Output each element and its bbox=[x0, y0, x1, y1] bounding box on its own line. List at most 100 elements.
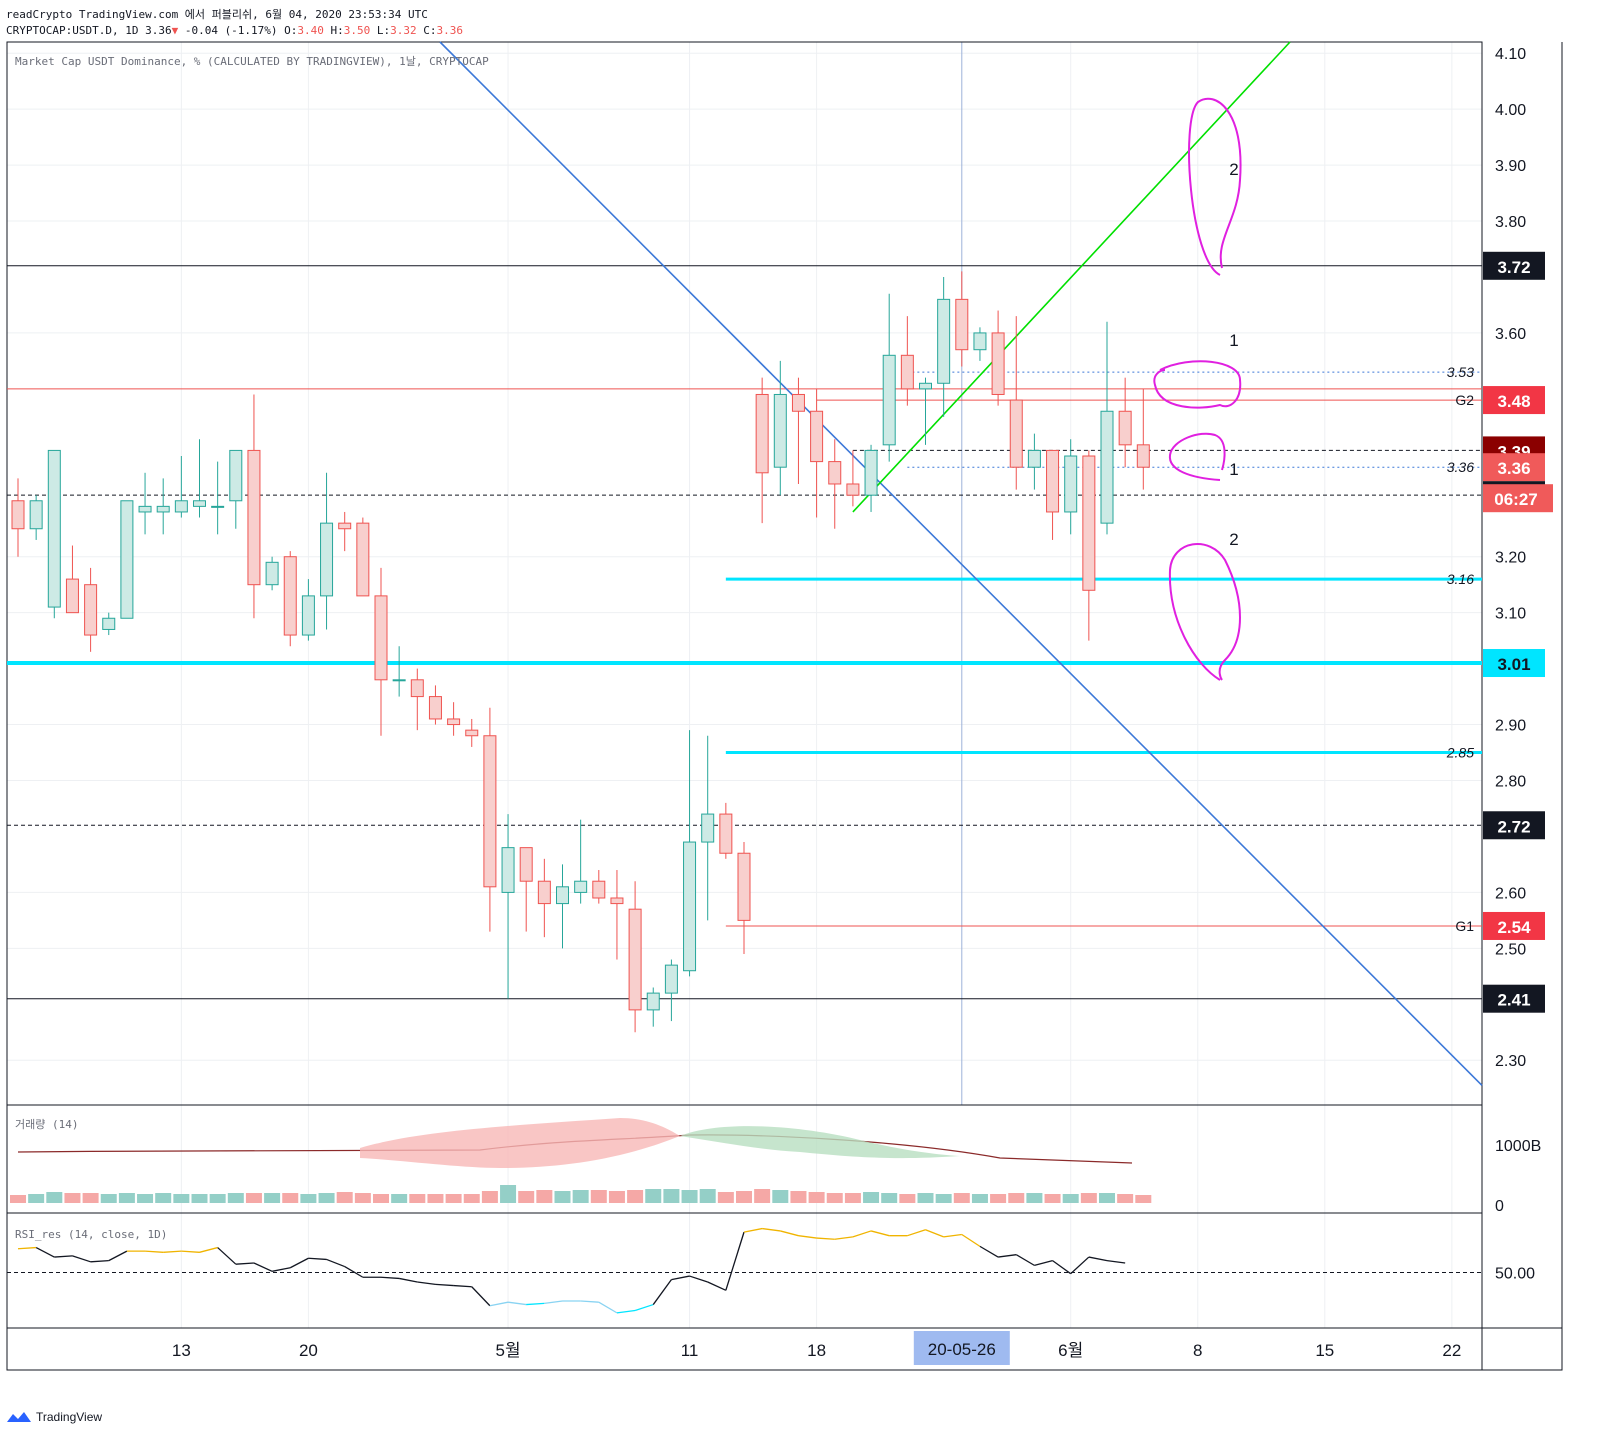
candle-body bbox=[301, 595, 315, 636]
time-tick-label: 18 bbox=[807, 1341, 826, 1360]
high-label: H: bbox=[330, 24, 344, 37]
candle-body bbox=[882, 354, 896, 446]
volume-bar bbox=[1117, 1194, 1134, 1203]
candle-body bbox=[265, 561, 279, 586]
volume-bar bbox=[500, 1185, 517, 1203]
symbol-label[interactable]: CRYPTOCAP:USDT.D, 1D bbox=[6, 24, 139, 37]
price-badge-label: 2.72 bbox=[1497, 817, 1530, 836]
time-tick-label: 22 bbox=[1442, 1341, 1461, 1360]
low-value: 3.32 bbox=[390, 24, 417, 37]
candle-body bbox=[193, 500, 206, 507]
volume-bar bbox=[282, 1193, 299, 1203]
volume-bar bbox=[463, 1194, 480, 1203]
volume-bar bbox=[590, 1190, 607, 1203]
candle-body bbox=[1100, 410, 1114, 524]
rsi-segment bbox=[616, 1309, 636, 1314]
volume-bar bbox=[245, 1193, 262, 1203]
candle-body bbox=[211, 505, 225, 508]
rsi-segment bbox=[181, 1250, 200, 1253]
rsi-segment bbox=[344, 1266, 364, 1278]
candle-body bbox=[174, 500, 188, 513]
volume-bar bbox=[1099, 1193, 1115, 1203]
rsi-segment bbox=[54, 1255, 73, 1258]
rsi-segment bbox=[90, 1259, 109, 1263]
price-change: -0.04 (-1.17%) bbox=[184, 24, 278, 37]
volume-bar bbox=[445, 1194, 462, 1203]
volume-bar bbox=[1062, 1194, 1079, 1203]
tradingview-logo[interactable]: TradingView bbox=[6, 1410, 102, 1424]
candle-body bbox=[483, 735, 497, 888]
price-badge bbox=[1483, 453, 1545, 482]
volume-bar bbox=[264, 1193, 281, 1203]
candle-body bbox=[283, 556, 297, 636]
volume-bar bbox=[754, 1189, 771, 1203]
volume-bar bbox=[318, 1193, 335, 1203]
time-tick-label: 6월 bbox=[1058, 1341, 1083, 1360]
price-axis[interactable]: 4.10 4.00 3.90 3.80 3.60 3.20 3.10 2.90 2.80 2.60… bbox=[1483, 46, 1553, 1070]
rsi-segment bbox=[108, 1250, 128, 1262]
candle-body bbox=[102, 617, 116, 630]
candle-body bbox=[29, 500, 43, 530]
candle-body bbox=[392, 679, 406, 682]
volume-bar bbox=[645, 1189, 662, 1203]
tradingview-icon bbox=[7, 1412, 31, 1422]
rsi-segment bbox=[1070, 1256, 1090, 1275]
price-badge bbox=[1483, 911, 1545, 940]
drawing-annotations: 1 1 2 2 bbox=[1153, 97, 1242, 681]
annotation-number: 2 bbox=[1229, 160, 1238, 179]
rsi-segment bbox=[380, 1276, 400, 1280]
rsi-segment bbox=[471, 1286, 491, 1307]
candle-body bbox=[320, 522, 334, 597]
candle-body bbox=[828, 461, 842, 485]
level-text: 3.16 bbox=[1447, 571, 1474, 587]
level-text: 2.85 bbox=[1446, 745, 1474, 761]
volume-bar bbox=[881, 1193, 898, 1203]
rsi-segment bbox=[671, 1275, 690, 1281]
candle-body bbox=[646, 992, 660, 1011]
rsi-segment bbox=[998, 1254, 1017, 1258]
rsi-segment bbox=[163, 1250, 182, 1253]
candle-body bbox=[864, 449, 878, 496]
time-tick-label: 8 bbox=[1193, 1341, 1202, 1360]
rsi-segment bbox=[943, 1233, 962, 1238]
rsi-segment bbox=[453, 1284, 472, 1288]
volume-bar bbox=[427, 1194, 444, 1203]
price-badge bbox=[1483, 386, 1545, 415]
price-badge-label: 3.01 bbox=[1497, 655, 1530, 674]
candle-body bbox=[937, 298, 951, 384]
rsi-segment bbox=[17, 1246, 37, 1250]
time-axis[interactable]: 13 20 5월 11 18 6월 8 15 22 20-05-26 bbox=[172, 1331, 1461, 1365]
volume-tick-label: 0 bbox=[1495, 1198, 1504, 1215]
volume-bar bbox=[790, 1191, 807, 1203]
candle-body bbox=[683, 841, 697, 972]
rsi-segment bbox=[598, 1301, 618, 1314]
candle-body bbox=[465, 729, 479, 737]
rsi-segment bbox=[689, 1275, 708, 1283]
rsi-segment bbox=[253, 1262, 273, 1272]
candle-body bbox=[501, 847, 515, 893]
volume-bar bbox=[118, 1193, 135, 1203]
trend-lines bbox=[439, 41, 1483, 1086]
price-tick-label: 2.90 bbox=[1495, 718, 1526, 735]
rsi-segment bbox=[961, 1233, 981, 1247]
down-triangle-icon: ▼ bbox=[171, 24, 179, 37]
annotation-number: 1 bbox=[1229, 331, 1238, 350]
volume-bar bbox=[899, 1194, 916, 1203]
freehand-ellipse bbox=[1188, 97, 1242, 276]
volume-bar bbox=[1026, 1193, 1043, 1203]
price-badge bbox=[1483, 984, 1545, 1013]
candle-body bbox=[120, 500, 134, 619]
rsi-segment bbox=[907, 1229, 926, 1237]
candle-body bbox=[1082, 455, 1096, 591]
rsi-segment bbox=[235, 1262, 254, 1265]
volume-bar bbox=[844, 1193, 861, 1203]
candle-body bbox=[791, 393, 805, 412]
freehand-ellipse bbox=[1153, 360, 1242, 409]
price-tick-label: 4.00 bbox=[1495, 102, 1526, 119]
crosshair-date-label: 20-05-26 bbox=[928, 1340, 996, 1359]
candle-body bbox=[1009, 399, 1023, 468]
level-text: 3.53 bbox=[1447, 364, 1474, 380]
rsi-segment bbox=[289, 1257, 309, 1269]
candle-body bbox=[701, 813, 715, 843]
